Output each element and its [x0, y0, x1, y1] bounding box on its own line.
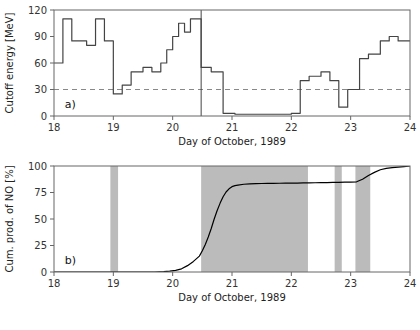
x-tick-label: 21: [226, 122, 239, 133]
y-tick: [50, 245, 54, 246]
y-tick: [50, 272, 54, 273]
panel: 18 19 20 21 22 23 24 0 30 60 90 120 Day of October, …: [4, 5, 416, 148]
plot-frame: [54, 10, 410, 116]
y-tick: [50, 36, 54, 37]
shaded-span: [110, 166, 118, 272]
y-tick: [50, 219, 54, 220]
x-tick-label: 19: [107, 122, 120, 133]
y-tick-label: 0: [41, 267, 47, 278]
x-tick: [172, 272, 173, 276]
y-tick: [50, 63, 54, 64]
x-axis-label: Day of October, 1989: [178, 292, 286, 303]
x-tick-label: 20: [166, 278, 179, 289]
y-tick-label: 25: [34, 240, 47, 251]
x-tick: [172, 116, 173, 120]
x-tick: [410, 272, 411, 276]
x-tick: [54, 116, 55, 120]
x-tick-label: 24: [404, 122, 417, 133]
plot-area: [54, 166, 410, 272]
y-axis-label: Cum. prod. of NO [%]: [4, 165, 15, 272]
x-tick: [291, 272, 292, 276]
shaded-span: [201, 166, 308, 272]
x-tick-label: 20: [166, 122, 179, 133]
x-tick: [54, 272, 55, 276]
x-tick: [113, 116, 114, 120]
x-tick-label: 23: [344, 278, 357, 289]
y-tick: [50, 10, 54, 11]
y-tick: [50, 166, 54, 167]
x-tick-label: 18: [48, 278, 61, 289]
x-tick-label: 24: [404, 278, 417, 289]
data-line: [54, 166, 410, 272]
x-tick-label: 23: [344, 122, 357, 133]
y-tick: [50, 116, 54, 117]
panel: 18 19 20 21 22 23 24 0 25 50 75 100 Day of October, …: [4, 161, 416, 304]
y-tick-label: 100: [28, 161, 47, 172]
panel-annotation: a): [65, 98, 76, 111]
chart: 18 19 20 21 22 23 24 0 30 60 90 120 Day of October, …: [0, 0, 420, 330]
y-tick-label: 50: [34, 214, 47, 225]
x-tick: [232, 116, 233, 120]
y-tick-label: 75: [34, 187, 47, 198]
x-tick: [410, 116, 411, 120]
y-tick: [50, 89, 54, 90]
y-tick-label: 30: [34, 84, 47, 95]
data-line: [54, 19, 410, 114]
x-tick-label: 19: [107, 278, 120, 289]
plot-frame: [54, 166, 410, 272]
x-axis-label: Day of October, 1989: [178, 136, 286, 147]
x-tick: [350, 272, 351, 276]
plot-area: [54, 10, 410, 116]
y-axis-label: Cutoff energy [MeV]: [4, 12, 15, 113]
x-tick: [291, 116, 292, 120]
x-tick-label: 18: [48, 122, 61, 133]
x-tick-label: 22: [285, 122, 298, 133]
y-tick: [50, 192, 54, 193]
y-tick-label: 90: [34, 31, 47, 42]
x-tick: [113, 272, 114, 276]
y-tick-label: 120: [28, 5, 47, 16]
x-tick-label: 21: [226, 278, 239, 289]
y-tick-label: 60: [34, 58, 47, 69]
x-tick-label: 22: [285, 278, 298, 289]
panel-annotation: b): [65, 254, 76, 267]
x-tick: [232, 272, 233, 276]
x-tick: [350, 116, 351, 120]
y-tick-label: 0: [41, 111, 47, 122]
